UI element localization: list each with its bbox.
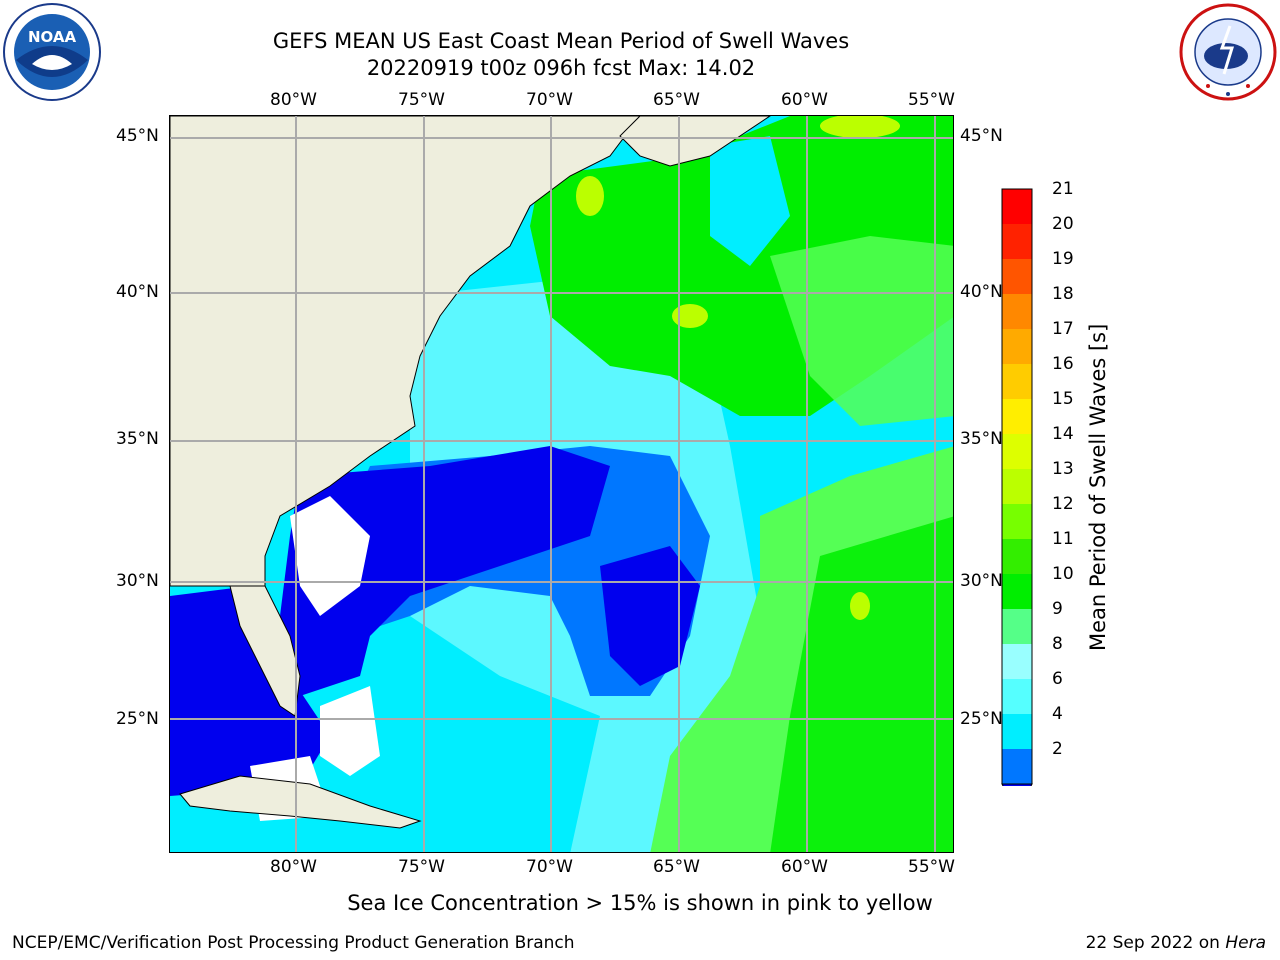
colorbar-swatch bbox=[1002, 189, 1032, 224]
colorbar-swatch bbox=[1002, 329, 1032, 364]
colorbar-swatches bbox=[1001, 188, 1033, 816]
colorbar-tick-label: 19 bbox=[1052, 249, 1074, 269]
right-lat-label-35n: 35°N bbox=[960, 429, 1003, 449]
swell-period-map bbox=[169, 115, 954, 853]
colorbar-swatch bbox=[1002, 574, 1032, 609]
credit-date: 22 Sep 2022 bbox=[1085, 933, 1194, 953]
credit-on: on bbox=[1198, 933, 1220, 953]
bottom-lon-label-60w: 60°W bbox=[781, 857, 828, 877]
left-lat-label-40n: 40°N bbox=[116, 282, 159, 302]
top-lon-label-60w: 60°W bbox=[781, 90, 828, 110]
colorbar-tick-label: 2 bbox=[1052, 739, 1063, 759]
colorbar-tick-label: 20 bbox=[1052, 214, 1074, 234]
credit-right: 22 Sep 2022 on Hera bbox=[1086, 933, 1266, 953]
colorbar-tick-label: 15 bbox=[1052, 389, 1074, 409]
colorbar-swatch bbox=[1002, 469, 1032, 504]
colorbar-tick-label: 21 bbox=[1052, 179, 1074, 199]
colorbar-swatch bbox=[1002, 679, 1032, 714]
map-canvas bbox=[170, 116, 953, 852]
right-lat-label-30n: 30°N bbox=[960, 571, 1003, 591]
colorbar bbox=[1000, 186, 1040, 816]
land-maritimes bbox=[619, 116, 771, 167]
left-lat-label-45n: 45°N bbox=[116, 126, 159, 146]
noaa-logo-text: NOAA bbox=[28, 28, 77, 46]
top-lon-label-80w: 80°W bbox=[270, 90, 317, 110]
yellowgreen-spot-3 bbox=[850, 592, 870, 620]
colorbar-tick-label: 17 bbox=[1052, 319, 1074, 339]
credit-left: NCEP/EMC/Verification Post Processing Pr… bbox=[12, 933, 575, 953]
top-lon-label-70w: 70°W bbox=[526, 90, 573, 110]
chart-title: GEFS MEAN US East Coast Mean Period of S… bbox=[272, 29, 850, 53]
colorbar-outline bbox=[1001, 188, 1033, 785]
right-lat-label-40n: 40°N bbox=[960, 282, 1003, 302]
land-cuba bbox=[179, 775, 422, 829]
colorbar-tick-label: 6 bbox=[1052, 669, 1063, 689]
colorbar-tick-label: 10 bbox=[1052, 564, 1074, 584]
colorbar-tick-label: 14 bbox=[1052, 424, 1074, 444]
nws-logo bbox=[1178, 2, 1278, 102]
colorbar-swatch bbox=[1002, 714, 1032, 749]
deepblue-region-west bbox=[280, 446, 610, 696]
colorbar-tick-label: 13 bbox=[1052, 459, 1074, 479]
green-region-south bbox=[770, 516, 953, 852]
nodata-patch-1 bbox=[290, 496, 370, 616]
colorbar-tick-label: 12 bbox=[1052, 494, 1074, 514]
colorbar-swatch bbox=[1002, 224, 1032, 259]
colorbar-swatch bbox=[1002, 504, 1032, 539]
deepblue-region-gulf bbox=[170, 586, 330, 796]
top-lon-label-75w: 75°W bbox=[398, 90, 445, 110]
colorbar-swatch bbox=[1002, 539, 1032, 574]
colorbar-swatch bbox=[1002, 259, 1032, 294]
colorbar-tick-label: 11 bbox=[1052, 529, 1074, 549]
colorbar-title: Mean Period of Swell Waves [s] bbox=[1086, 323, 1110, 651]
noaa-logo: NOAA bbox=[2, 2, 102, 102]
yellowgreen-spot-4 bbox=[820, 116, 900, 138]
colorbar-swatch bbox=[1002, 294, 1032, 329]
left-lat-label-30n: 30°N bbox=[116, 571, 159, 591]
colorbar-tick-label: 4 bbox=[1052, 704, 1063, 724]
colorbar-tick-label: 18 bbox=[1052, 284, 1074, 304]
left-lat-label-35n: 35°N bbox=[116, 429, 159, 449]
colorbar-swatch bbox=[1002, 364, 1032, 399]
bottom-lon-label-70w: 70°W bbox=[526, 857, 573, 877]
yellowgreen-spot-2 bbox=[576, 176, 604, 216]
left-lat-label-25n: 25°N bbox=[116, 709, 159, 729]
sea-ice-note: Sea Ice Concentration > 15% is shown in … bbox=[347, 891, 933, 915]
bottom-lon-label-75w: 75°W bbox=[398, 857, 445, 877]
gridlines bbox=[170, 116, 953, 852]
colorbar-swatch bbox=[1002, 434, 1032, 469]
colorbar-swatch bbox=[1002, 644, 1032, 679]
colorbar-swatch bbox=[1002, 399, 1032, 434]
bottom-lon-label-65w: 65°W bbox=[653, 857, 700, 877]
colorbar-swatch bbox=[1002, 609, 1032, 644]
bottom-lon-label-55w: 55°W bbox=[908, 857, 955, 877]
bottom-lon-label-80w: 80°W bbox=[270, 857, 317, 877]
chart-subtitle: 20220919 t00z 096h fcst Max: 14.02 bbox=[366, 56, 756, 80]
colorbar-swatch bbox=[1002, 749, 1032, 784]
credit-machine: Hera bbox=[1225, 933, 1266, 953]
right-lat-label-25n: 25°N bbox=[960, 709, 1003, 729]
colorbar-tick-label: 9 bbox=[1052, 599, 1063, 619]
lightgreen-region-north bbox=[770, 236, 953, 426]
top-lon-label-65w: 65°W bbox=[653, 90, 700, 110]
colorbar-tick-label: 8 bbox=[1052, 634, 1063, 654]
colorbar-labels: 21 20 19 18 17 16 15 14 13 12 11 10 9 8 6 4 2 bbox=[1052, 0, 1092, 960]
yellowgreen-spot-1 bbox=[672, 304, 708, 328]
top-lon-label-55w: 55°W bbox=[908, 90, 955, 110]
nodata-patch-2 bbox=[320, 686, 380, 776]
right-lat-label-45n: 45°N bbox=[960, 126, 1003, 146]
cyan-pocket-north bbox=[710, 136, 790, 266]
colorbar-tick-label: 16 bbox=[1052, 354, 1074, 374]
